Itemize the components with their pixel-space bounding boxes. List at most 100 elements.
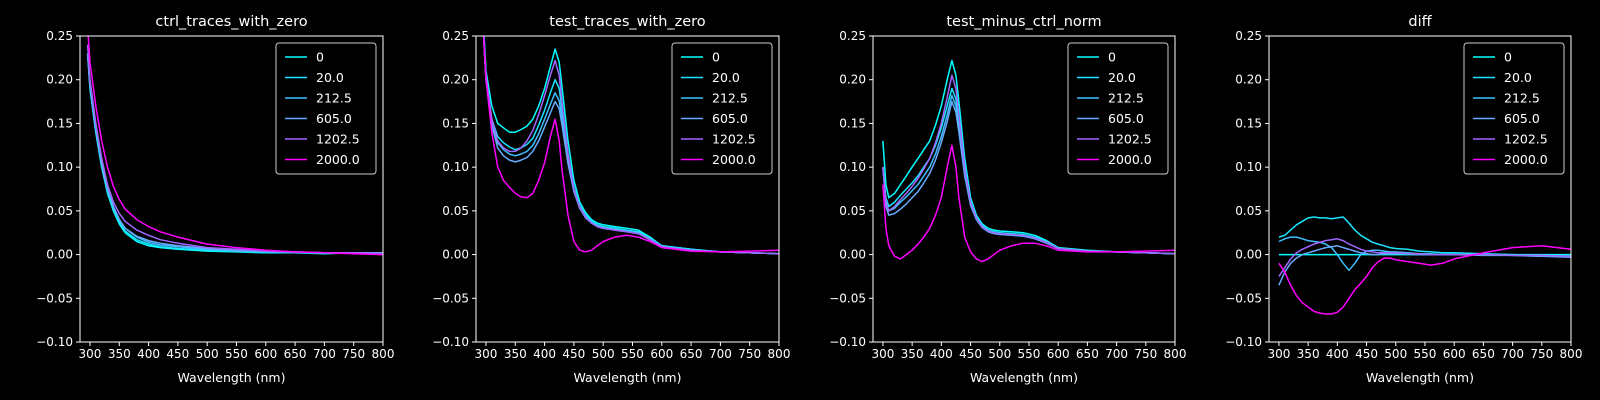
x-tick-label: 800: [372, 347, 395, 361]
y-tick-label: 0.05: [1235, 204, 1262, 218]
legend-label: 212.5: [316, 91, 352, 106]
legend-label: 2000.0: [316, 152, 360, 167]
x-tick-label: 700: [1105, 347, 1128, 361]
series-lines: [482, 36, 779, 255]
chart-title: test_minus_ctrl_norm: [946, 14, 1101, 30]
x-tick-label: 400: [533, 347, 556, 361]
legend-label: 0: [712, 50, 720, 65]
legend-frame: [1067, 42, 1169, 175]
x-tick-label: 500: [592, 347, 615, 361]
x-tick-label: 500: [1384, 347, 1407, 361]
chart-title: test_traces_with_zero: [549, 14, 706, 30]
legend-label: 212.5: [1108, 91, 1144, 106]
x-tick-label: 400: [137, 347, 160, 361]
x-tick-label: 350: [901, 347, 924, 361]
x-tick-label: 400: [930, 347, 953, 361]
y-tick-label: 0.00: [839, 248, 866, 262]
x-tick-label: 300: [1267, 347, 1290, 361]
y-tick-label: −0.05: [829, 291, 866, 305]
legend-label: 20.0: [1504, 70, 1532, 85]
x-tick-label: 350: [108, 347, 131, 361]
series-line-2: [1278, 216, 1571, 258]
y-tick-label: −0.05: [1225, 291, 1262, 305]
series-lines: [882, 59, 1175, 263]
legend: 0 20.0 212.5 605.0 1202.5 2000.0: [275, 42, 377, 175]
axes-frame: [79, 35, 384, 343]
y-tick-label: −0.05: [432, 291, 469, 305]
x-tick-label: 550: [1018, 347, 1041, 361]
x-tick-label: 600: [1047, 347, 1070, 361]
y-tick-label: 0.15: [46, 116, 73, 130]
y-tick-label: −0.10: [36, 335, 73, 349]
x-tick-label: 700: [709, 347, 732, 361]
legend-label: 605.0: [712, 111, 748, 126]
x-tick-label: 800: [1560, 347, 1583, 361]
legend: 0 20.0 212.5 605.0 1202.5 2000.0: [1067, 42, 1169, 175]
x-tick-label: 600: [254, 347, 277, 361]
series-line-6: [1278, 245, 1571, 315]
y-tick-label: 0.25: [46, 29, 73, 43]
legend-label: 605.0: [316, 111, 352, 126]
y-tick-label: 0.05: [442, 204, 469, 218]
legend-label: 212.5: [1504, 91, 1540, 106]
legend-label: 0: [1108, 50, 1116, 65]
y-tick-label: 0.00: [1235, 248, 1262, 262]
y-tick-label: −0.05: [36, 291, 73, 305]
legend-label: 605.0: [1108, 111, 1144, 126]
x-tick-label: 550: [621, 347, 644, 361]
legend-label: 2000.0: [712, 152, 756, 167]
chart-panel-1: ctrl_traces_with_zero 300 350 400 450 500 550 6…: [36, 14, 394, 385]
y-tick-label: 0.10: [839, 160, 866, 174]
legend: 0 20.0 212.5 605.0 1202.5 2000.0: [1463, 42, 1565, 175]
x-tick-label: 600: [650, 347, 673, 361]
x-tick-label: 650: [1076, 347, 1099, 361]
x-axis-label: Wavelength (nm): [574, 370, 682, 385]
legend-label: 20.0: [1108, 70, 1136, 85]
axes-frame: [1268, 35, 1572, 343]
x-tick-label: 300: [79, 347, 102, 361]
x-tick-label: 650: [680, 347, 703, 361]
y-tick-label: 0.25: [1235, 29, 1262, 43]
x-tick-label: 650: [284, 347, 307, 361]
legend-label: 605.0: [1504, 111, 1540, 126]
x-tick-label: 450: [1355, 347, 1378, 361]
y-tick-label: 0.00: [46, 248, 73, 262]
y-tick-label: 0.10: [1235, 160, 1262, 174]
legend-label: 1202.5: [316, 132, 360, 147]
chart-title: ctrl_traces_with_zero: [155, 14, 307, 30]
axes-frame: [872, 35, 1176, 343]
x-tick-label: 300: [475, 347, 498, 361]
x-tick-label: 700: [313, 347, 336, 361]
series-line-1: [483, 36, 779, 255]
series-line-4: [882, 100, 1175, 255]
y-tick-label: 0.20: [1235, 73, 1262, 87]
x-tick-label: 750: [1134, 347, 1157, 361]
series-lines: [86, 36, 383, 256]
legend-label: 0: [1504, 50, 1512, 65]
x-tick-label: 450: [166, 347, 189, 361]
legend-label: 20.0: [712, 70, 740, 85]
x-tick-label: 750: [738, 347, 761, 361]
axes-frame: [475, 35, 780, 343]
y-tick-label: 0.25: [839, 29, 866, 43]
x-tick-label: 300: [871, 347, 894, 361]
legend-label: 0: [316, 50, 324, 65]
series-line-3: [482, 36, 779, 255]
legend-frame: [275, 42, 377, 175]
y-tick-label: −0.10: [829, 335, 866, 349]
y-tick-label: 0.05: [46, 204, 73, 218]
legend-label: 1202.5: [1504, 132, 1548, 147]
x-axis-label: Wavelength (nm): [1366, 370, 1474, 385]
x-tick-label: 750: [342, 347, 365, 361]
x-tick-label: 500: [196, 347, 219, 361]
chart-panel-3: test_minus_ctrl_norm 300 350 400 450 500 550 60…: [829, 14, 1186, 385]
chart-panel-2: test_traces_with_zero 300 350 400 450 500 550 6…: [432, 14, 790, 385]
y-tick-label: −0.10: [1225, 335, 1262, 349]
series-line-6: [482, 36, 779, 253]
series-line-5: [482, 36, 779, 255]
x-tick-label: 400: [1326, 347, 1349, 361]
x-tick-label: 600: [1443, 347, 1466, 361]
legend-label: 1202.5: [1108, 132, 1152, 147]
x-tick-label: 450: [562, 347, 585, 361]
y-tick-label: −0.10: [432, 335, 469, 349]
